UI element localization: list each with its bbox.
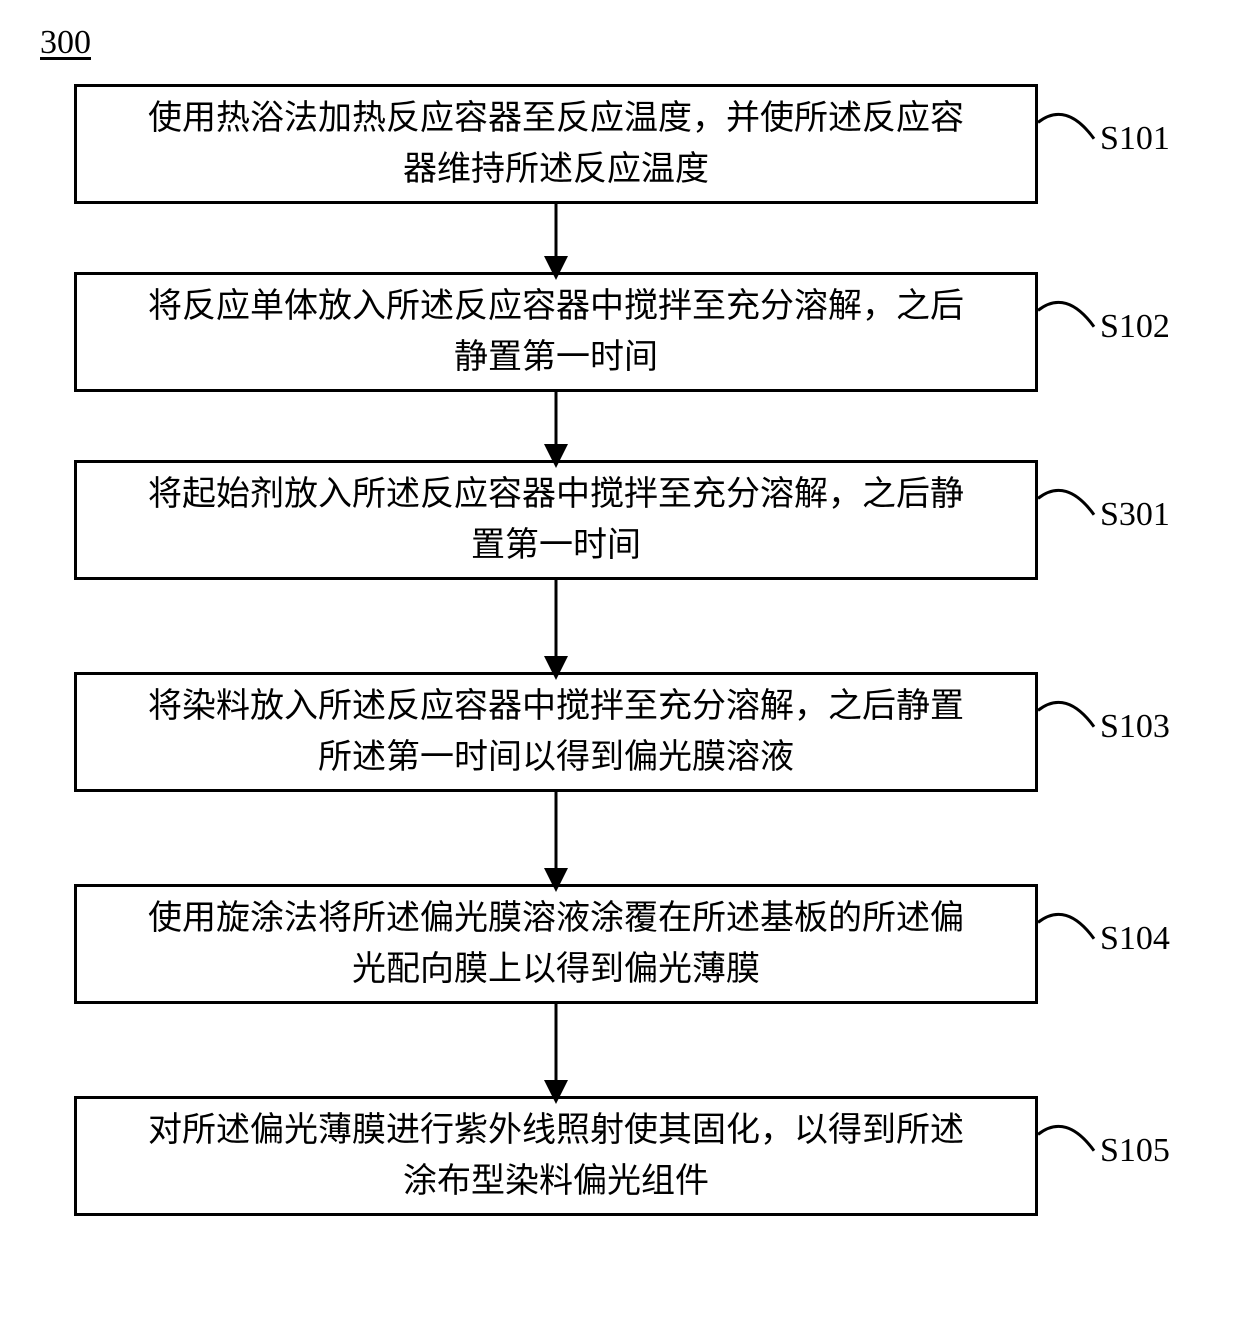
step-label-s104: S104 (1100, 920, 1170, 958)
flowchart-step-s102: 将反应单体放入所述反应容器中搅拌至充分溶解，之后 静置第一时间 (74, 272, 1038, 392)
flowchart-step-s105: 对所述偏光薄膜进行紫外线照射使其固化，以得到所述 涂布型染料偏光组件 (74, 1096, 1038, 1216)
flowchart-step-s101: 使用热浴法加热反应容器至反应温度，并使所述反应容 器维持所述反应温度 (74, 84, 1038, 204)
step-text: 将反应单体放入所述反应容器中搅拌至充分溶解，之后 静置第一时间 (148, 281, 964, 383)
step-label-s101: S101 (1100, 120, 1170, 158)
step-text: 使用旋涂法将所述偏光膜溶液涂覆在所述基板的所述偏 光配向膜上以得到偏光薄膜 (148, 893, 964, 995)
step-label-s301: S301 (1100, 496, 1170, 534)
step-text: 使用热浴法加热反应容器至反应温度，并使所述反应容 器维持所述反应温度 (148, 93, 964, 195)
figure-label: 300 (40, 24, 91, 62)
step-text: 将染料放入所述反应容器中搅拌至充分溶解，之后静置 所述第一时间以得到偏光膜溶液 (148, 681, 964, 783)
step-label-s103: S103 (1100, 708, 1170, 746)
step-label-s102: S102 (1100, 308, 1170, 346)
step-text: 将起始剂放入所述反应容器中搅拌至充分溶解，之后静 置第一时间 (148, 469, 964, 571)
step-text: 对所述偏光薄膜进行紫外线照射使其固化，以得到所述 涂布型染料偏光组件 (148, 1105, 964, 1207)
step-label-s105: S105 (1100, 1132, 1170, 1170)
flowchart-step-s103: 将染料放入所述反应容器中搅拌至充分溶解，之后静置 所述第一时间以得到偏光膜溶液 (74, 672, 1038, 792)
flowchart-step-s104: 使用旋涂法将所述偏光膜溶液涂覆在所述基板的所述偏 光配向膜上以得到偏光薄膜 (74, 884, 1038, 1004)
flowchart-step-s301: 将起始剂放入所述反应容器中搅拌至充分溶解，之后静 置第一时间 (74, 460, 1038, 580)
